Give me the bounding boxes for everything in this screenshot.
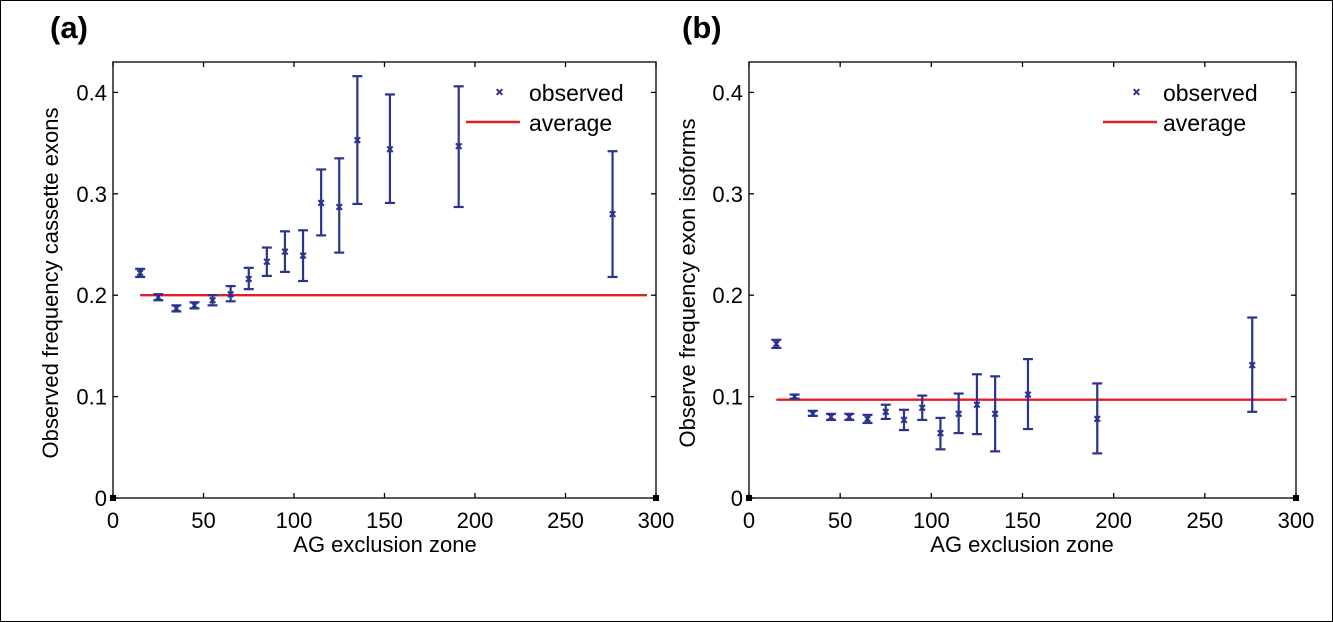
panel-b-legend-observed-label: observed <box>1163 80 1258 106</box>
panel-b-ytick-label: 0.2 <box>712 283 743 308</box>
panel-a-xtick-label: 50 <box>191 508 215 533</box>
panel-b-legend-average-label: average <box>1163 110 1246 136</box>
panel-a-xtick-label: 200 <box>457 508 494 533</box>
panel-a-ytick-label: 0.3 <box>76 182 107 207</box>
panel-a-xtick-label: 150 <box>366 508 403 533</box>
panel-b-observed-point <box>1248 361 1256 369</box>
panel-a-observed-point <box>154 293 162 301</box>
panel-a-label: (a) <box>50 10 88 45</box>
panel-b-observed-point <box>918 404 926 412</box>
panel-a-observed-point <box>317 199 325 207</box>
panel-b-observed-point <box>864 415 872 423</box>
panel-b-legend-observed-marker <box>1132 88 1141 96</box>
panel-b-xtick-label: 150 <box>1004 508 1041 533</box>
panel-b-xend-marker <box>1293 495 1299 501</box>
panel-b-observed-point <box>791 393 799 401</box>
panel-b-xtick-label: 100 <box>913 508 950 533</box>
panel-a-origin-marker <box>110 495 116 501</box>
panel-a-ytick-label: 0.4 <box>76 80 107 105</box>
panel-a-observed-point <box>263 258 271 266</box>
panel-a-observed-point <box>190 301 198 309</box>
panel-b-xtick-label: 0 <box>743 508 755 533</box>
panel-a-observed-point <box>386 145 394 153</box>
panel-a-legend-average-label: average <box>529 110 612 136</box>
panel-a-xtick-label: 300 <box>638 508 675 533</box>
panel-b-xlabel: AG exclusion zone <box>930 532 1113 557</box>
panel-a-observed-point <box>609 210 617 218</box>
panel-b-observed-point <box>991 410 999 418</box>
panel-a-observed-point <box>209 296 217 304</box>
panel-a-legend-observed-marker <box>495 88 504 96</box>
panel-a-xtick-label: 250 <box>547 508 584 533</box>
panel-b-observed-point <box>809 410 817 418</box>
panel-b-observed-point <box>882 408 890 416</box>
panel-a-ylabel: Observed frequency cassette exons <box>38 108 63 459</box>
panel-b-observed-point <box>973 401 981 409</box>
panel-a-xtick-label: 100 <box>276 508 313 533</box>
panel-b-observed-point <box>772 340 780 348</box>
panel-a-errorbar <box>334 157 345 254</box>
panel-a-observed-point <box>335 203 343 211</box>
panel-a-observed-point <box>353 136 361 144</box>
panel-b-observed-point <box>1024 391 1032 399</box>
panel-a-xend-marker <box>653 495 659 501</box>
panel-b-xtick-label: 200 <box>1095 508 1132 533</box>
panel-b-origin-marker <box>746 495 752 501</box>
panel-a: (a) AG exclusion zone Observed frequency… <box>38 10 674 557</box>
panel-b-ytick-label: 0.1 <box>712 385 743 410</box>
panel-a-observed-point <box>281 248 289 256</box>
panel-a-legend-observed-label: observed <box>529 80 624 106</box>
panel-a-observed-point <box>227 290 235 298</box>
panel-b-ytick-label: 0.3 <box>712 182 743 207</box>
panel-a-observed-point <box>136 269 144 277</box>
panel-a-observed-point <box>299 252 307 260</box>
panel-a-ytick-label: 0.2 <box>76 283 107 308</box>
panel-a-ytick-label: 0.1 <box>76 385 107 410</box>
panel-b-observed-point <box>1093 415 1101 423</box>
panel-a-xtick-label: 0 <box>107 508 119 533</box>
panel-b: (b) AG exclusion zone Observe frequency … <box>675 10 1314 557</box>
panel-b-observed-point <box>955 410 963 418</box>
panel-b-observed-point <box>936 429 944 437</box>
panel-b-ytick-label: 0.4 <box>712 80 743 105</box>
panel-a-observed-point <box>455 142 463 150</box>
panel-a-xlabel: AG exclusion zone <box>293 532 476 557</box>
panel-b-xtick-label: 300 <box>1278 508 1315 533</box>
panel-b-xtick-label: 250 <box>1186 508 1223 533</box>
panel-b-xtick-label: 50 <box>828 508 852 533</box>
panel-b-observed-point <box>845 413 853 421</box>
panel-b-observed-point <box>827 413 835 421</box>
panel-a-ytick-label: 0 <box>95 486 107 511</box>
panel-b-observed-point <box>900 416 908 424</box>
panel-b-ytick-label: 0 <box>731 486 743 511</box>
panel-b-ylabel: Observe frequency exon isoforms <box>675 119 700 448</box>
panel-a-observed-point <box>172 304 180 312</box>
panel-b-label: (b) <box>682 10 722 45</box>
panel-a-observed-point <box>245 275 253 283</box>
